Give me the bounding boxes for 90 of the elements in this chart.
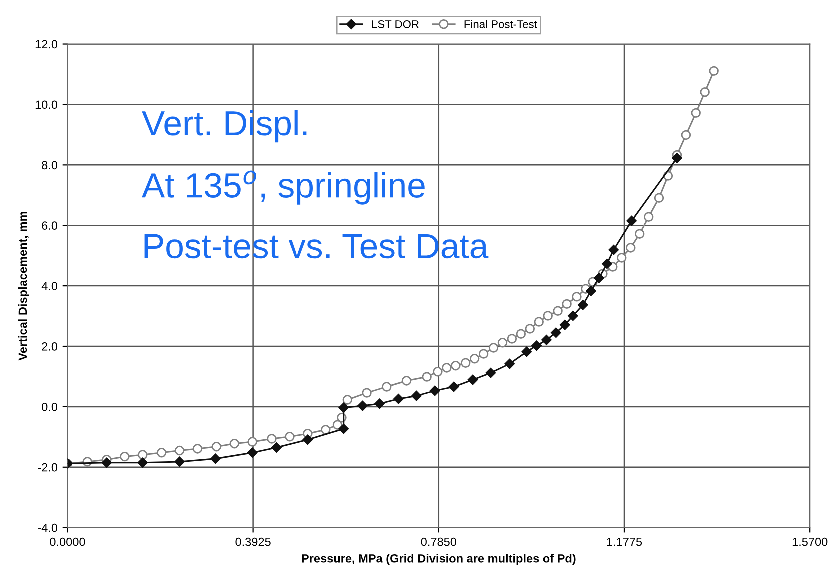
point (626, 216, 637, 226)
point (468, 374, 478, 386)
point (578, 300, 588, 310)
point (212, 442, 222, 452)
point (248, 437, 258, 447)
y-tick-label: 12.0 (36, 40, 58, 49)
point (460, 358, 471, 368)
y-tick-label: 10.0 (36, 100, 58, 110)
point (504, 358, 515, 370)
x-tick-label: 1.1775 (607, 538, 642, 546)
point (709, 66, 719, 76)
point (422, 372, 432, 382)
point (478, 349, 489, 359)
point (285, 432, 295, 442)
point (382, 382, 392, 392)
point (617, 253, 627, 263)
point (525, 324, 536, 334)
x-tick-label: 0.3925 (236, 538, 271, 546)
point (174, 456, 185, 468)
point (362, 388, 372, 398)
point (210, 454, 221, 464)
point (430, 386, 440, 396)
point (553, 306, 563, 316)
point (516, 329, 526, 339)
point (174, 446, 185, 456)
point (507, 334, 518, 344)
point (267, 434, 277, 444)
point (594, 273, 604, 284)
point (560, 320, 570, 330)
point (626, 243, 636, 253)
point (442, 363, 452, 373)
point (488, 343, 499, 353)
point (138, 458, 148, 468)
x-tick-label: 1.5700 (792, 538, 828, 546)
point (608, 244, 619, 256)
point (654, 193, 664, 203)
point (302, 434, 314, 446)
point (138, 450, 148, 460)
point (448, 382, 460, 392)
point (681, 130, 692, 140)
point (532, 340, 542, 352)
y-tick-label: 0.0 (42, 402, 58, 412)
point (412, 390, 422, 402)
point (394, 394, 404, 404)
point (451, 360, 461, 371)
point (572, 292, 582, 302)
point (543, 311, 553, 321)
legend-label: LST DOR (372, 20, 419, 28)
point (672, 153, 682, 164)
point (321, 425, 331, 435)
point (568, 310, 578, 322)
x-tick-label: 0.0000 (50, 538, 86, 546)
point (644, 212, 654, 222)
point (551, 328, 562, 338)
point (402, 376, 412, 386)
y-axis-title: Vertical Displacement, mm (18, 212, 30, 361)
y-tick-label: 4.0 (42, 282, 58, 290)
point (338, 424, 349, 434)
point (602, 258, 612, 270)
point (192, 444, 203, 454)
point (247, 448, 258, 458)
point (342, 395, 352, 405)
point (691, 108, 701, 118)
point (374, 398, 385, 410)
point (586, 286, 596, 296)
point (635, 229, 645, 239)
point (534, 317, 544, 327)
point (470, 354, 480, 364)
y-tick-label: 6.0 (42, 222, 58, 230)
point (358, 400, 368, 412)
point (486, 368, 496, 378)
point (562, 299, 572, 310)
point (338, 402, 349, 413)
point (522, 346, 532, 358)
point (272, 442, 282, 453)
point (700, 87, 710, 98)
point (102, 458, 112, 468)
x-tick-label: 0.7850 (421, 538, 456, 546)
point (542, 335, 552, 346)
y-tick-label: 2.0 (42, 342, 58, 351)
point (498, 338, 508, 348)
point (156, 448, 167, 458)
point (120, 452, 130, 462)
point (230, 438, 240, 449)
y-tick-label: -4.0 (38, 524, 58, 532)
y-tick-label: -2.0 (38, 463, 58, 472)
legend-label: Final Post-Test (464, 20, 538, 28)
y-tick-label: 8.0 (42, 161, 58, 170)
x-axis-title: Pressure, MPa (Grid Division are multiples of Pd) (302, 554, 576, 566)
point (433, 367, 443, 377)
